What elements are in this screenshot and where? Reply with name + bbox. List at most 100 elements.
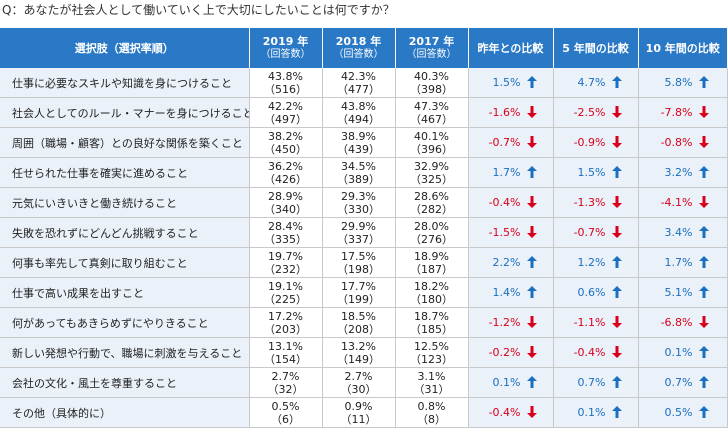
arrow-up-icon	[698, 76, 709, 88]
header-2018-sub: （回答数）	[333, 49, 384, 60]
cell-2017: 28.0% （276）	[395, 217, 469, 248]
value-vs-5yr: 0.6%	[577, 286, 606, 299]
percent-2018: 13.2%	[341, 339, 376, 353]
cell-vs-10yr: -7.8%	[638, 97, 728, 128]
value-vs-5yr: 4.7%	[577, 76, 606, 89]
header-2017-year: 2017 年	[408, 35, 455, 48]
count-2018: （30）	[340, 382, 377, 396]
value-vs-last-year: 1.4%	[492, 286, 521, 299]
header-option: 選択肢（選択率順）	[0, 28, 250, 68]
cell-vs-10yr: 1.7%	[638, 247, 728, 278]
percent-2019: 19.7%	[268, 249, 303, 263]
percent-2017: 28.6%	[414, 189, 449, 203]
value-vs-last-year: -0.2%	[488, 346, 521, 359]
header-vs-last-year: 昨年との比較	[468, 28, 554, 68]
count-2019: （335）	[264, 232, 307, 246]
count-2019: （497）	[264, 112, 307, 126]
table-row: 元気にいきいきと働き続けること 28.9% （340） 29.3% （330） 28.6%…	[0, 187, 728, 218]
count-2019: （6）	[271, 412, 300, 426]
count-2018: （208）	[337, 322, 380, 336]
option-label: 任せられた仕事を確実に進めること	[0, 157, 250, 188]
option-label: 失敗を恐れずにどんどん挑戦すること	[0, 217, 250, 248]
cell-2017: 28.6% （282）	[395, 187, 469, 218]
cell-vs-5yr: 0.6%	[553, 277, 639, 308]
cell-vs-last-year: 0.1%	[468, 367, 554, 398]
arrow-down-icon	[611, 106, 622, 118]
value-vs-10yr: 3.4%	[664, 226, 693, 239]
cell-vs-last-year: 2.2%	[468, 247, 554, 278]
cell-2018: 34.5% （389）	[322, 157, 396, 188]
cell-2018: 17.5% （198）	[322, 247, 396, 278]
value-vs-5yr: 1.2%	[577, 256, 606, 269]
count-2017: （187）	[410, 262, 453, 276]
arrow-up-icon	[698, 376, 709, 388]
value-vs-10yr: -4.1%	[660, 196, 693, 209]
count-2017: （31）	[413, 382, 450, 396]
cell-vs-10yr: 5.8%	[638, 68, 728, 98]
cell-2018: 29.9% （337）	[322, 217, 396, 248]
value-vs-10yr: 0.1%	[664, 346, 693, 359]
cell-vs-last-year: -1.6%	[468, 97, 554, 128]
cell-2017: 12.5% （123）	[395, 337, 469, 368]
percent-2019: 17.2%	[268, 309, 303, 323]
value-vs-5yr: 0.7%	[577, 376, 606, 389]
header-row: 選択肢（選択率順） 2019 年（回答数） 2018 年（回答数） 2017 年…	[0, 28, 727, 68]
value-vs-5yr: -0.7%	[573, 226, 606, 239]
count-2018: （389）	[337, 172, 380, 186]
cell-2019: 28.4% （335）	[249, 217, 323, 248]
header-2019: 2019 年（回答数）	[249, 28, 323, 68]
count-2018: （11）	[340, 412, 377, 426]
cell-2019: 38.2% （450）	[249, 127, 323, 158]
percent-2017: 18.9%	[414, 249, 449, 263]
table-row: 任せられた仕事を確実に進めること 36.2% （426） 34.5% （389） 32.9…	[0, 157, 728, 188]
cell-vs-10yr: 3.4%	[638, 217, 728, 248]
arrow-up-icon	[526, 286, 537, 298]
value-vs-5yr: -0.9%	[573, 136, 606, 149]
header-2018-year: 2018 年	[335, 35, 382, 48]
value-vs-last-year: -0.4%	[488, 406, 521, 419]
percent-2019: 0.5%	[271, 399, 300, 413]
count-2019: （154）	[264, 352, 307, 366]
percent-2018: 0.9%	[344, 399, 373, 413]
percent-2018: 2.7%	[344, 369, 373, 383]
cell-vs-5yr: -0.4%	[553, 337, 639, 368]
cell-vs-last-year: -1.5%	[468, 217, 554, 248]
value-vs-10yr: -7.8%	[660, 106, 693, 119]
percent-2017: 12.5%	[414, 339, 449, 353]
percent-2019: 42.2%	[268, 99, 303, 113]
percent-2018: 42.3%	[341, 69, 376, 83]
question-text: Q：あなたが社会人として働いていく上で大切にしたいことは何ですか？	[2, 3, 395, 17]
arrow-up-icon	[698, 346, 709, 358]
arrow-down-icon	[526, 316, 537, 328]
arrow-up-icon	[526, 76, 537, 88]
cell-2018: 29.3% （330）	[322, 187, 396, 218]
cell-2017: 18.7% （185）	[395, 307, 469, 338]
value-vs-5yr: -1.3%	[573, 196, 606, 209]
header-2019-year: 2019 年	[262, 35, 309, 48]
cell-vs-10yr: 0.5%	[638, 397, 728, 428]
percent-2018: 18.5%	[341, 309, 376, 323]
arrow-down-icon	[611, 346, 622, 358]
value-vs-5yr: -2.5%	[573, 106, 606, 119]
option-label: 仕事に必要なスキルや知識を身につけること	[0, 68, 250, 98]
value-vs-10yr: -0.8%	[660, 136, 693, 149]
table-row: 失敗を恐れずにどんどん挑戦すること 28.4% （335） 29.9% （337） 28.…	[0, 217, 728, 248]
option-label: 新しい発想や行動で、職場に刺激を与えること	[0, 337, 250, 368]
cell-vs-5yr: -1.1%	[553, 307, 639, 338]
count-2018: （199）	[337, 292, 380, 306]
cell-2019: 19.1% （225）	[249, 277, 323, 308]
cell-vs-5yr: 1.2%	[553, 247, 639, 278]
percent-2018: 17.7%	[341, 279, 376, 293]
count-2017: （276）	[410, 232, 453, 246]
cell-2019: 17.2% （203）	[249, 307, 323, 338]
arrow-up-icon	[611, 256, 622, 268]
arrow-up-icon	[611, 406, 622, 418]
percent-2019: 2.7%	[271, 369, 300, 383]
arrow-down-icon	[526, 346, 537, 358]
header-2017-sub: （回答数）	[406, 49, 457, 60]
count-2017: （396）	[410, 142, 453, 156]
cell-vs-last-year: -0.2%	[468, 337, 554, 368]
cell-vs-10yr: 5.1%	[638, 277, 728, 308]
cell-2018: 13.2% （149）	[322, 337, 396, 368]
table-row: 社会人としてのルール・マナーを身につけること 42.2% （497） 43.8% （49…	[0, 97, 728, 128]
